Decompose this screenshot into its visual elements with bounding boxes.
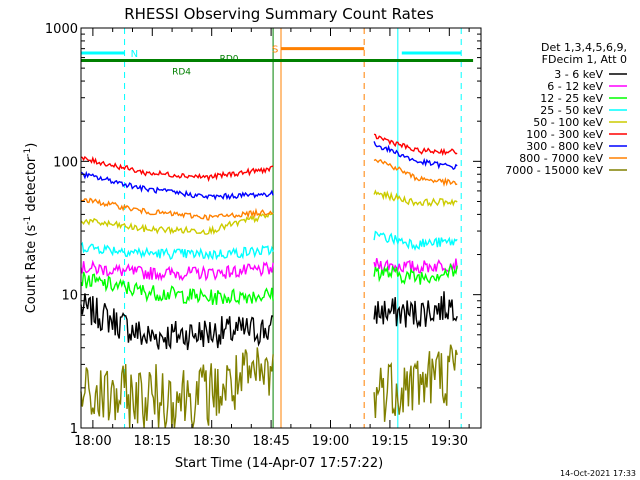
series-6 [80, 141, 458, 201]
y-tick-label: 1000 [45, 22, 78, 37]
legend-entry-label: 6 - 12 keV [547, 80, 603, 93]
legend-entry-label: 300 - 800 keV [526, 140, 603, 153]
y-tick-label: 100 [53, 155, 78, 170]
series-7 [80, 158, 458, 221]
x-tick-label: 19:30 [431, 434, 468, 449]
legend: Det 1,3,4,5,6,9,FDecim 1, Att 0 3 - 6 keV… [505, 41, 627, 177]
series-line [373, 133, 458, 157]
y-tick-label: 10 [61, 289, 78, 304]
marker-lines [80, 28, 462, 428]
series-line [373, 262, 458, 285]
x-tick-label: 18:30 [193, 434, 230, 449]
x-axis-ticks: 18:00 18:15 18:30 18:45 19:00 19:15 19:30 [74, 28, 470, 449]
flag-bars: N S RD0 RD4 [81, 45, 474, 78]
series-8 [80, 344, 458, 429]
legend-entry-label: 100 - 300 keV [526, 128, 603, 141]
legend-header-line: FDecim 1, Att 0 [542, 53, 627, 66]
y-axis-ticks: 1 10 100 1000 [45, 22, 481, 437]
x-tick-label: 18:00 [74, 434, 111, 449]
series-line [373, 189, 458, 208]
y-label-sup-2: -1 [23, 148, 33, 157]
series-line [80, 347, 274, 429]
legend-entry-label: 25 - 50 keV [540, 104, 603, 117]
series-5 [80, 133, 458, 183]
y-label-main: Count Rate (s [24, 225, 39, 314]
series-line [80, 259, 274, 282]
legend-entry-label: 800 - 7000 keV [519, 152, 603, 165]
x-tick-label: 19:00 [312, 434, 349, 449]
series-0 [80, 291, 458, 351]
y-label-mid: detector [24, 156, 39, 216]
series-line [373, 158, 458, 187]
y-label-end: ) [24, 143, 39, 148]
legend-entry-label: 50 - 100 keV [533, 116, 603, 129]
series-line [80, 170, 274, 201]
x-axis-label: Start Time (14-Apr-07 17:57:22) [175, 456, 383, 471]
series-line [373, 344, 458, 422]
series-line [80, 197, 274, 221]
series-line [373, 291, 458, 329]
series-line [80, 212, 274, 235]
footer-timestamp: 14-Oct-2021 17:33 [560, 469, 636, 478]
legend-entry-label: 7000 - 15000 keV [505, 164, 603, 177]
series-line [80, 241, 274, 261]
legend-header-line: Det 1,3,4,5,6,9, [541, 41, 627, 54]
series-3 [80, 230, 458, 261]
legend-entry-label: 12 - 25 keV [540, 92, 603, 105]
chart-title: RHESSI Observing Summary Count Rates [124, 5, 434, 23]
y-tick-label: 1 [70, 422, 78, 437]
legend-entry-label: 3 - 6 keV [554, 68, 603, 81]
series-line [80, 293, 274, 351]
series-line [373, 141, 458, 170]
x-tick-label: 18:45 [252, 434, 289, 449]
flag-label: S [272, 45, 278, 56]
series-2 [80, 262, 458, 306]
series-line [373, 258, 458, 274]
x-tick-label: 18:15 [134, 434, 171, 449]
y-label-sup-1: -1 [23, 216, 33, 225]
series-4 [80, 189, 458, 235]
flag-label: N [131, 49, 138, 60]
decimation-label: RD4 [172, 68, 191, 78]
decimation-label: RD0 [220, 55, 239, 65]
plot-series [80, 133, 458, 429]
series-line [373, 230, 458, 252]
x-tick-label: 19:15 [371, 434, 408, 449]
y-axis-label: Count Rate (s-1 detector-1) [23, 143, 39, 314]
series-line [80, 271, 274, 306]
series-line [80, 155, 274, 183]
plot-frame [80, 27, 482, 429]
series-1 [80, 258, 458, 282]
